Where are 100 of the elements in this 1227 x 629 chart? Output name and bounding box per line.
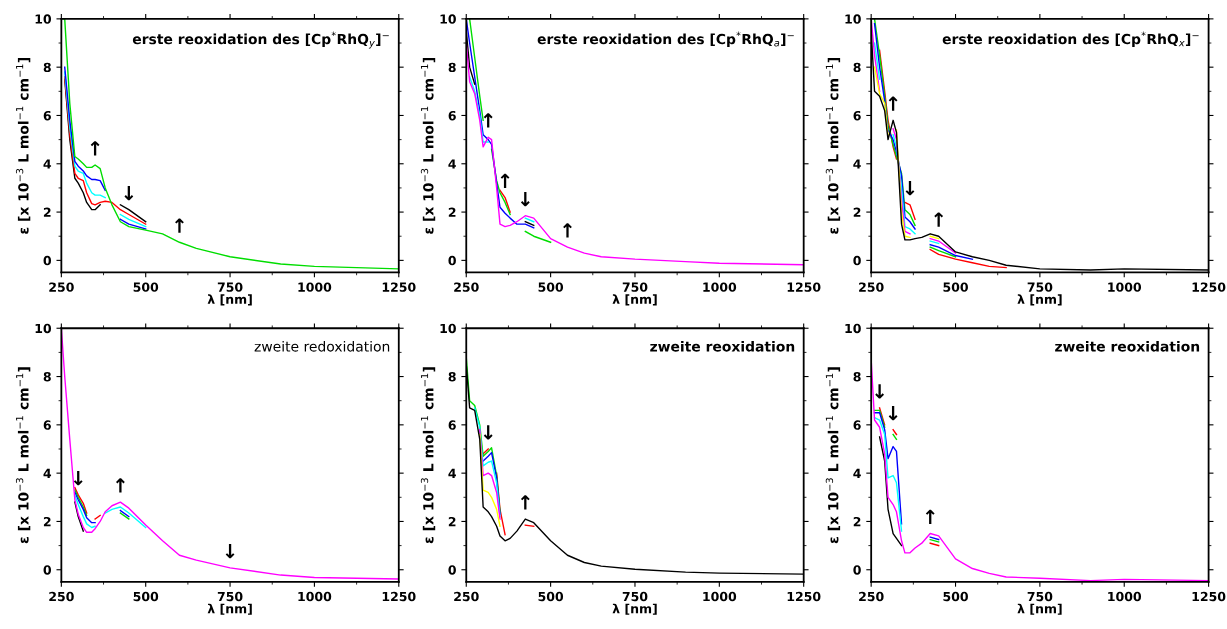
y-axis-title: ε [x 10$^{−3}$ L mol$^{−1}$ cm$^{−1}$]	[420, 367, 436, 544]
y-tick-label: 10	[440, 323, 456, 334]
y-tick-label: 4	[448, 468, 456, 478]
y-tick-label: 0	[448, 565, 456, 575]
annotation: ↓	[483, 425, 493, 440]
x-tick-label: 500	[538, 282, 564, 292]
x-tick-label: 1250	[1192, 591, 1226, 602]
x-axis-title: λ [nm]	[612, 294, 657, 306]
x-tick-label: 1000	[298, 282, 332, 292]
annotation: ↑	[500, 173, 510, 188]
x-tick-label: 500	[133, 282, 159, 292]
x-tick-label: 750	[1027, 591, 1053, 602]
x-tick-label: 250	[454, 591, 479, 602]
y-tick-label: 0	[853, 255, 861, 266]
x-axis-title: λ [nm]	[207, 294, 252, 306]
text: erste reoxidation des [Cp$^{*}$RhQ$_{x}$]$^{−}$	[942, 31, 1199, 47]
y-tick-label: 8	[43, 62, 51, 73]
x-tick-label: 1000	[703, 591, 737, 602]
y-tick-label: 8	[853, 372, 861, 382]
y-tick-label: 10	[35, 14, 52, 24]
x-tick-label: 750	[622, 282, 648, 292]
x-axis-title: λ [nm]	[1017, 603, 1062, 615]
x-tick-label: 1250	[1192, 282, 1226, 292]
x-tick-label: 250	[454, 282, 479, 292]
y-tick-label: 0	[43, 255, 52, 266]
annotation: ↓	[73, 471, 83, 486]
annotation: ↓	[875, 384, 885, 399]
x-tick-label: 1000	[298, 591, 332, 602]
y-tick-label: 8	[448, 62, 456, 73]
y-tick-label: 6	[448, 420, 456, 430]
x-tick-label: 500	[538, 591, 564, 602]
annotation: ↑	[563, 223, 572, 238]
y-tick-label: 2	[853, 516, 861, 527]
x-tick-label: 750	[622, 591, 648, 602]
y-tick-label: 4	[448, 159, 456, 169]
x-tick-label: 500	[133, 591, 159, 602]
x-tick-label: 250	[859, 282, 884, 292]
x-tick-label: 1000	[703, 282, 737, 292]
y-tick-label: 10	[35, 323, 52, 334]
y-tick-label: 8	[448, 372, 456, 382]
annotation: ↓	[888, 405, 898, 421]
annotation: ↓	[905, 181, 915, 196]
x-tick-label: 500	[943, 591, 968, 602]
x-tick-label: 1250	[787, 591, 821, 602]
y-tick-label: 6	[448, 110, 456, 121]
x-axis-title: λ [nm]	[1017, 294, 1062, 306]
y-axis-title: ε [x 10$^{−3}$ L mol$^{−1}$ cm$^{−1}$]	[420, 57, 436, 234]
y-tick-label: 2	[448, 207, 456, 217]
y-tick-label: 2	[853, 207, 861, 217]
y-tick-label: 8	[43, 372, 51, 382]
x-tick-label: 1250	[787, 282, 821, 292]
annotation: ↑	[175, 218, 184, 233]
x-tick-label: 250	[859, 591, 884, 602]
y-tick-label: 6	[853, 420, 861, 430]
text: zweite reoxidation	[1055, 340, 1200, 352]
y-tick-label: 0	[448, 255, 456, 266]
x-tick-label: 750	[217, 591, 243, 602]
text: erste reoxidation des [Cp$^{*}$RhQ$_{y}$]$^{−}$	[132, 31, 389, 49]
y-axis-title: ε [x 10$^{−3}$ L mol$^{−1}$ cm$^{−1}$]	[15, 57, 31, 234]
y-axis-title: ε [x 10$^{−3}$ L mol$^{−1}$ cm$^{−1}$]	[825, 57, 841, 234]
y-tick-label: 2	[448, 516, 456, 527]
x-axis-title: λ [nm]	[612, 603, 657, 615]
y-tick-label: 4	[43, 159, 52, 169]
y-tick-label: 4	[853, 468, 861, 478]
x-tick-label: 500	[943, 282, 968, 292]
annotation: ↓	[520, 191, 530, 207]
y-tick-label: 4	[853, 159, 861, 169]
x-axis-title: λ [nm]	[207, 603, 252, 615]
annotation: ↓	[225, 544, 235, 559]
text: zweite reoxidation	[650, 340, 795, 352]
y-tick-label: 10	[845, 14, 861, 24]
y-tick-label: 6	[853, 110, 861, 121]
text: zweite redoxidation	[254, 340, 390, 352]
y-tick-label: 6	[43, 420, 51, 430]
x-tick-label: 1250	[382, 282, 416, 292]
text: erste reoxidation des [Cp$^{*}$RhQ$_{a}$]$^{−}$	[537, 31, 794, 47]
y-tick-label: 10	[440, 14, 456, 24]
y-tick-label: 10	[845, 323, 861, 334]
annotation: ↑	[925, 509, 935, 524]
annotation: ↑	[520, 495, 530, 510]
annotation: ↑	[888, 96, 898, 111]
y-tick-label: 8	[853, 62, 861, 73]
annotation: ↑	[934, 212, 944, 227]
y-axis-title: ε [x 10$^{−3}$ L mol$^{−1}$ cm$^{−1}$]	[15, 367, 31, 544]
annotation: ↑	[483, 113, 493, 128]
y-tick-label: 0	[43, 565, 52, 575]
x-tick-label: 1000	[1108, 591, 1142, 602]
x-tick-label: 1000	[1108, 282, 1142, 292]
y-tick-label: 6	[43, 110, 51, 121]
y-tick-label: 4	[43, 468, 52, 478]
y-tick-label: 2	[43, 207, 51, 217]
y-axis-title: ε [x 10$^{−3}$ L mol$^{−1}$ cm$^{−1}$]	[825, 367, 841, 544]
x-tick-label: 750	[1027, 282, 1053, 292]
x-tick-label: 250	[49, 591, 74, 602]
x-tick-label: 750	[217, 282, 243, 292]
y-tick-label: 0	[853, 565, 861, 575]
annotation: ↑	[116, 478, 125, 493]
x-tick-label: 250	[49, 282, 74, 292]
y-tick-label: 2	[43, 516, 51, 527]
annotation: ↓	[124, 185, 134, 201]
